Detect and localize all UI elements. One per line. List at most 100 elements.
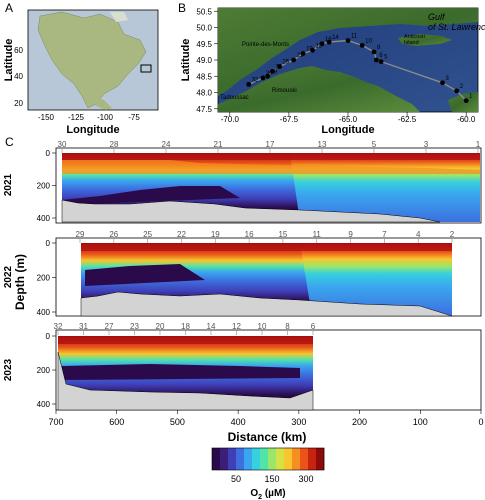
map-b-ytick-label: 50.5: [196, 7, 212, 16]
section-2022-surface: [81, 244, 452, 251]
map-b-xticks: -70.0 -67.5 -65.0 -62.5 -60.0: [221, 112, 476, 124]
depth-tick-label: 400: [37, 400, 51, 409]
map-b-pei: [448, 92, 478, 112]
station-label: 9: [348, 230, 353, 239]
station-label: 1: [476, 140, 481, 149]
depth-tick-label: 400: [37, 308, 51, 317]
map-b-xtick-label: -67.5: [280, 115, 299, 124]
station-label: 14: [332, 35, 339, 41]
station-label: 5: [372, 140, 377, 149]
section-2023-seafloor: [57, 351, 314, 411]
station-label: 21: [214, 140, 223, 149]
colorbar: [211, 447, 325, 471]
station-dot: [326, 39, 332, 45]
colorbar-segment: [236, 448, 245, 470]
section-2022: 29 26 25 22 19 16 15 11 9 7 4 2: [55, 230, 482, 317]
colorbar-segment: [244, 448, 253, 470]
station-dot: [454, 88, 460, 94]
map-a-xtick: -75: [128, 113, 140, 122]
map-b-ytick-label: 48.0: [196, 89, 212, 98]
place-label-line: Gulf: [428, 12, 446, 22]
map-b-place-anticosti: Anticosti Island: [404, 34, 425, 46]
map-b-gaspe: [218, 66, 420, 112]
panel-label-c: C: [5, 135, 14, 149]
station-dot: [371, 49, 377, 55]
colorbar-segment: [292, 448, 301, 470]
place-label-line: of St. Lawrence: [428, 22, 485, 32]
station-dot: [319, 41, 325, 47]
section-year-2023: 2023: [3, 358, 14, 381]
map-b-ytick-label: 47.5: [196, 105, 212, 114]
section-2021-station-labels: 30 28 24 21 17 13 5 3 1: [58, 140, 481, 153]
place-label-line: Anticosti: [404, 34, 425, 40]
panel-label-b: B: [178, 1, 186, 15]
station-dot: [291, 57, 297, 63]
station-label: 22: [177, 230, 186, 239]
section-year-2022: 2022: [3, 265, 14, 288]
colorbar-tick: 50: [231, 474, 241, 484]
station-label: 16: [245, 230, 254, 239]
section-2023-station-labels: 32 31 27 23 20 18 14 12 10 8 6: [54, 322, 316, 335]
station-label: 13: [318, 140, 327, 149]
station-dot: [378, 59, 384, 65]
depth-tick-label: 200: [37, 366, 51, 375]
distance-tick-label: 600: [109, 417, 124, 427]
colorbar-segment: [220, 448, 229, 470]
station-label: 32: [54, 322, 63, 331]
station-dot: [310, 47, 315, 53]
station-label: 18: [181, 322, 190, 331]
station-label: 8: [285, 322, 290, 331]
map-b-place-gulf: Gulf of St. Lawrence: [428, 12, 485, 32]
map-b-xtick-label: -65.0: [339, 115, 358, 124]
station-label: 19: [211, 230, 220, 239]
section-2023: 32 31 27 23 20 18 14 12 10 8 6: [54, 322, 482, 411]
colorbar-label: O2 (µM): [250, 488, 285, 500]
map-a-study-box: [140, 64, 152, 73]
map-b-yticks: 50.5 50.0 49.5 49.0 48.5 48.0 47.5: [196, 7, 218, 114]
map-a-continent: [37, 11, 147, 109]
section-2023-surface: [58, 337, 313, 344]
distance-tick-label: 100: [413, 417, 428, 427]
station-label: 4: [416, 230, 421, 239]
station-label: 31: [79, 322, 88, 331]
section-depth-ticks: 0 200 400 0 200 400 0 200 400: [37, 149, 56, 409]
place-label-line: Island: [404, 40, 419, 46]
distance-tick-label: 500: [170, 417, 185, 427]
station-label: 27: [105, 322, 114, 331]
colorbar-segment: [268, 448, 277, 470]
colorbar-segment: [316, 448, 325, 470]
colorbar-segment: [260, 448, 269, 470]
station-label: 11: [351, 34, 358, 40]
station-label: 17: [266, 140, 275, 149]
section-2023-hypoxic: [62, 364, 300, 380]
station-label: 24: [162, 140, 171, 149]
station-label: 10: [258, 322, 267, 331]
station-label: 22: [297, 53, 304, 59]
station-label: 25: [143, 230, 152, 239]
station-label: 6: [311, 322, 316, 331]
station-dot: [300, 51, 306, 56]
colorbar-segment: [252, 448, 261, 470]
station-label: 1: [469, 94, 473, 100]
station-label: 28: [110, 140, 119, 149]
station-label: 3: [446, 76, 450, 82]
colorbar-label-main: O: [250, 488, 258, 499]
station-dot: [277, 64, 282, 69]
depth-tick-label: 0: [46, 149, 51, 158]
map-a-xtick: -125: [68, 113, 85, 122]
colorbar-label-unit: (µM): [262, 488, 286, 499]
colorbar-segment: [300, 448, 309, 470]
map-a: [27, 9, 159, 111]
colorbar-tick: 300: [298, 474, 313, 484]
station-label: 30: [266, 71, 273, 77]
section-ylabel: Depth (m): [13, 254, 27, 310]
colorbar-segment: [276, 448, 285, 470]
station-dot: [373, 57, 379, 63]
station-label: 26: [109, 230, 118, 239]
station-dot: [269, 68, 275, 74]
station-label: 2: [460, 84, 464, 90]
depth-tick-label: 0: [46, 332, 51, 341]
map-b-ylabel: Latitude: [180, 39, 192, 82]
